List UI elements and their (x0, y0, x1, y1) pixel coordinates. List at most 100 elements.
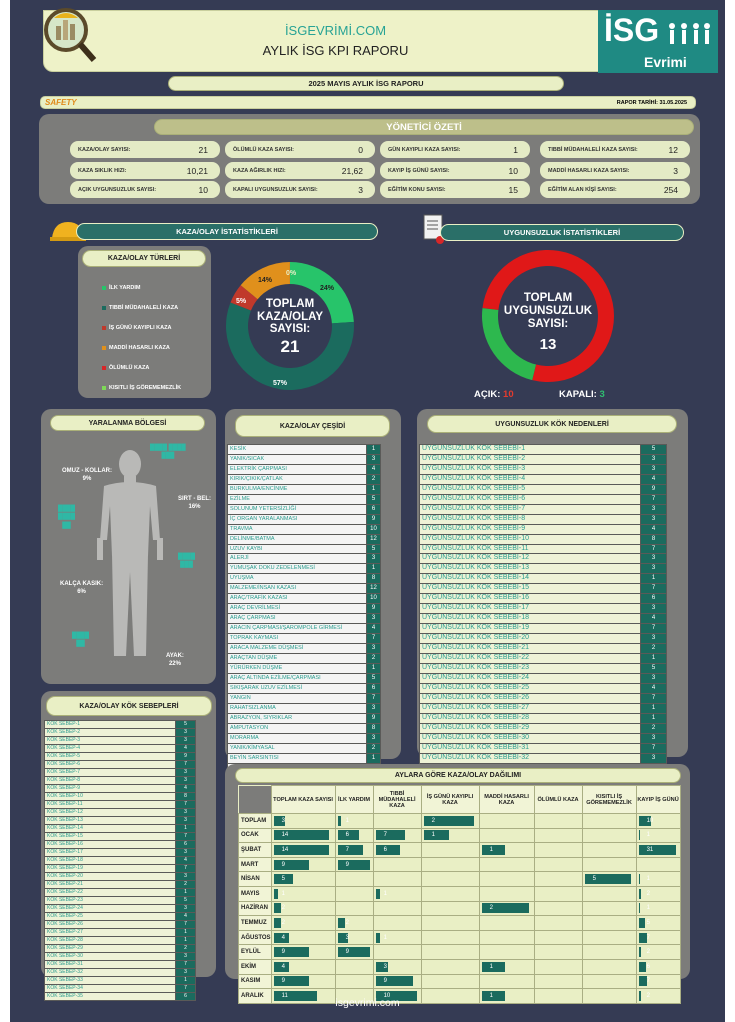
cell-bar (638, 976, 648, 987)
list-row: UYUŞMA 8 (227, 573, 381, 585)
table-cell (478, 929, 535, 946)
table-cell: 2 (635, 988, 681, 1004)
summary-stat: EĞİTİM ALAN KİŞİ SAYISI: 254 (540, 181, 690, 198)
list-row: KÖK SEBEP-29 2 (44, 944, 196, 953)
summary-stat: KAZA SIKLIK HIZI: 10,21 (70, 162, 220, 179)
list-row: SIKIŞARAK UZUV EZİLMESİ 6 (227, 682, 381, 694)
row-value: 4 (640, 473, 667, 485)
month-label: HAZİRAN (238, 900, 272, 917)
row-label: UYGUNSUZLUK KÖK SEBEBİ-32 (419, 752, 641, 764)
donut-slice (482, 308, 537, 381)
table-cell (581, 813, 637, 829)
list-row: KÖK SEBEP-32 3 (44, 968, 196, 977)
row-label: RAHATSIZLANMA (227, 702, 367, 714)
pct-label-a: 24% (320, 285, 335, 292)
stat-value: 254 (663, 184, 678, 195)
cell-bar (375, 976, 413, 987)
list-row: KÖK SEBEP-34 7 (44, 984, 196, 993)
list-row: UYGUNSUZLUK KÖK SEBEBİ-21 2 (419, 643, 667, 655)
cell-bar (481, 903, 530, 914)
report-page: İSGEVRİMİ.COM AYLIK İSG KPI RAPORU İSG E… (10, 0, 725, 1022)
row-value: 1 (175, 888, 196, 897)
cell-bar (375, 990, 417, 1001)
table-cell (420, 885, 480, 902)
row-label: UYGUNSUZLUK KÖK SEBEBİ-10 (419, 533, 641, 545)
row-label: SOLUNUM YETERSİZLİĞİ (227, 503, 367, 515)
table-cell: 14 (270, 842, 336, 858)
list-row: ARACIN ÇARPMASI/ŞAROMPOLE GİRMESİ 4 (227, 623, 381, 635)
table-cell: 5 (635, 915, 681, 931)
list-row: KIRIK/ÇIKIK/ÇATLAK 2 (227, 473, 381, 485)
list-row: UYGUNSUZLUK KÖK SEBEBİ-31 7 (419, 742, 667, 754)
table-cell: 3 (334, 929, 374, 946)
legend-item: MADDİ HASARLI KAZA (102, 345, 170, 351)
list-row: KÖK SEBEP-20 3 (44, 872, 196, 881)
table-cell (581, 827, 637, 844)
list-row: MORARMA 3 (227, 732, 381, 744)
kaza-donut-center: TOPLAM KAZA/OLAY SAYISI: 21 (256, 298, 324, 356)
row-value: 2 (175, 944, 196, 953)
list-row: YANGIN 7 (227, 692, 381, 704)
table-cell (478, 885, 535, 902)
cell-value: 3 (383, 963, 387, 970)
cell-bar (638, 874, 640, 885)
cell-bar (481, 961, 506, 972)
list-row: KÖK SEBEP-1 5 (44, 720, 196, 729)
row-label: İÇ ORGAN YARALANMASI (227, 513, 367, 525)
list-row: UZUV KAYBI 5 (227, 543, 381, 555)
table-row: HAZİRAN 2 2 1 (238, 900, 681, 917)
kok-table: UYGUNSUZLUK KÖK SEBEBİ-1 5 UYGUNSUZLUK KÖK… (419, 444, 667, 794)
row-label: UYGUNSUZLUK KÖK SEBEBİ-12 (419, 553, 641, 565)
month-label: ŞUBAT (238, 842, 272, 858)
row-value: 5 (640, 662, 667, 674)
row-label: UYGUNSUZLUK KÖK SEBEBİ-1 (419, 444, 641, 455)
month-label: MAYIS (238, 885, 272, 902)
table-cell (533, 973, 583, 990)
region-label-legs: ████ ███ (178, 554, 196, 569)
row-value: 5 (366, 543, 381, 555)
row-label: UYGUNSUZLUK KÖK SEBEBİ-27 (419, 702, 641, 714)
row-label: BURKULMA/ENCİNME (227, 483, 367, 495)
row-value: 10 (366, 523, 381, 535)
cell-bar (638, 961, 646, 972)
row-label: KÖK SEBEP-34 (44, 984, 176, 993)
list-row: KÖK SEBEP-30 3 (44, 952, 196, 961)
table-cell (372, 856, 422, 873)
row-value: 10 (366, 593, 381, 605)
cell-value: 7 (646, 934, 650, 941)
row-value: 8 (175, 792, 196, 801)
table-cell: 3 (372, 958, 422, 975)
column-header: MADDİ HASARLI KAZA (478, 785, 535, 814)
list-row: UYGUNSUZLUK KÖK SEBEBİ-14 1 (419, 573, 667, 585)
legend-label: İŞ GÜNÜ KAYIPLI KAZA (109, 325, 172, 331)
row-label: KÖK SEBEP-27 (44, 928, 176, 937)
row-value: 1 (366, 752, 381, 764)
row-value: 3 (366, 613, 381, 625)
cell-bar (423, 830, 449, 841)
list-row: UYGUNSUZLUK KÖK SEBEBİ-23 5 (419, 662, 667, 674)
table-cell (581, 915, 637, 931)
region-label-0: OMUZ - KOLLAR: 9% (62, 468, 112, 483)
row-value: 3 (175, 816, 196, 825)
uyg-stats-title: UYGUNSUZLUK İSTATİSTİKLERİ (440, 224, 684, 241)
region-label-3: AYAK: 22% (166, 653, 184, 668)
isg-logo: İSG Evrimi (598, 10, 718, 73)
list-row: KÖK SEBEP-26 7 (44, 920, 196, 929)
cell-value: 1 (646, 876, 650, 883)
row-value: 7 (640, 623, 667, 635)
table-cell: 10 (635, 813, 681, 829)
list-row: KÖK SEBEP-13 3 (44, 816, 196, 825)
row-label: YÜRÜRKEN DÜŞME (227, 662, 367, 674)
row-label: KÖK SEBEP-24 (44, 904, 176, 913)
row-value: 6 (175, 840, 196, 849)
stat-label: KAYIP İŞ GÜNÜ SAYISI: (388, 167, 450, 174)
row-label: KÖK SEBEP-26 (44, 920, 176, 929)
row-label: UYGUNSUZLUK KÖK SEBEBİ-21 (419, 643, 641, 655)
cell-bar (337, 947, 371, 958)
month-label: MART (238, 856, 272, 873)
cell-value: 6 (383, 846, 387, 853)
cell-value: 9 (383, 978, 387, 985)
region-label-1: SIRT - BEL: 16% (178, 496, 211, 511)
stat-value: 0 (358, 144, 363, 155)
row-value: 7 (640, 583, 667, 595)
